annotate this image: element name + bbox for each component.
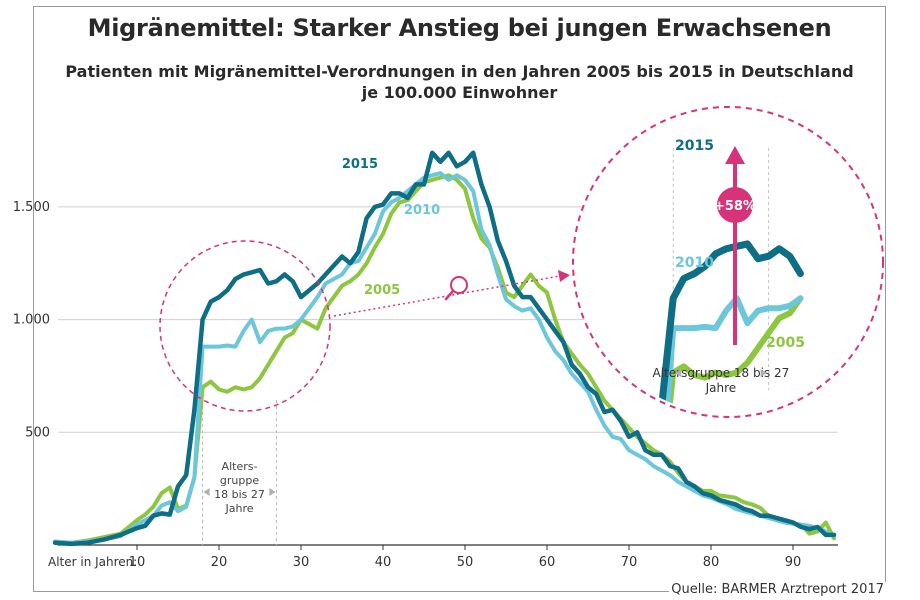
range-arrow-left — [203, 488, 210, 496]
increase-badge — [717, 187, 753, 223]
y-tick-labels: 500 1.000 1.500 — [13, 200, 50, 440]
chart-subtitle: Patienten mit Migränemittel-Verordnungen… — [33, 61, 886, 103]
zoom-series-2015-line — [648, 240, 804, 414]
connector-line — [333, 275, 561, 317]
age-group-label-line: 18 bis 27 — [214, 488, 265, 501]
connector-arrowhead — [558, 270, 570, 282]
zoom-range-arrow-left — [675, 369, 682, 377]
source-note: Quelle: BARMER Arztreport 2017 — [669, 582, 886, 597]
x-tick-label: 90 — [785, 555, 802, 570]
increase-label: +58% — [714, 199, 756, 214]
magnifier-icon — [450, 276, 468, 294]
y-tick-label: 1.500 — [13, 200, 50, 215]
magnifier-handle — [444, 289, 455, 301]
zoom-inset: +58% 2015 2010 2005 Altersgruppe 18 bis 27Ja… — [159, 106, 884, 418]
chart-title: Migränemittel: Starker Anstieg bei junge… — [87, 14, 832, 42]
x-tick-label: 30 — [293, 555, 310, 570]
range-arrow-right — [269, 488, 276, 496]
series-2015-line — [52, 150, 837, 547]
x-axis-title: Alter in Jahren: — [48, 555, 137, 569]
focus-circle — [159, 240, 331, 412]
zoom-series-2010-line — [649, 295, 804, 414]
zoom-series-2005-line — [649, 295, 804, 414]
zoom-label-2005: 2005 — [766, 335, 805, 351]
label-2005: 2005 — [364, 283, 400, 298]
series-labels: 2015 2010 2005 — [342, 157, 440, 298]
zoom-label-2015: 2015 — [675, 138, 714, 154]
age-group-label-line: Jahre — [224, 502, 253, 515]
zoom-range-arrow-right — [760, 369, 767, 377]
x-tick-label: 20 — [211, 555, 228, 570]
x-tick-label: 70 — [621, 555, 638, 570]
zoom-label-2010: 2010 — [675, 255, 714, 271]
age-group-label-line: Alters- — [222, 460, 258, 473]
increase-arrow-head — [725, 146, 745, 164]
label-2010: 2010 — [404, 203, 440, 218]
series-lines — [52, 150, 837, 547]
y-tick-label: 500 — [25, 425, 50, 440]
subtitle-line-2: je 100.000 Einwohner — [361, 83, 558, 102]
x-tick-label: 60 — [539, 555, 556, 570]
zoom-age-group-label-1: Altersgruppe 18 bis 27 — [653, 366, 790, 380]
zoom-circle — [572, 106, 884, 418]
chart-frame — [33, 6, 886, 592]
x-tick-label: 80 — [703, 555, 720, 570]
x-tick-label: 50 — [457, 555, 474, 570]
y-tick-label: 1.000 — [13, 313, 50, 328]
x-tick-label: 40 — [375, 555, 392, 570]
subtitle-line-1: Patienten mit Migränemittel-Verordnungen… — [65, 62, 854, 81]
label-2015: 2015 — [342, 157, 378, 172]
series-2005-line — [53, 173, 836, 545]
age-group-label-line: gruppe — [220, 474, 259, 487]
zoom-plot: +58% 2015 2010 2005 Altersgruppe 18 bis 27Ja… — [648, 138, 805, 414]
x-tick-label: 10 — [129, 555, 146, 570]
x-axis: Alter in Jahren:10 20 30 40 50 60 70 80 90 — [48, 544, 838, 570]
zoom-age-group-label-2: Jahre — [705, 381, 737, 395]
